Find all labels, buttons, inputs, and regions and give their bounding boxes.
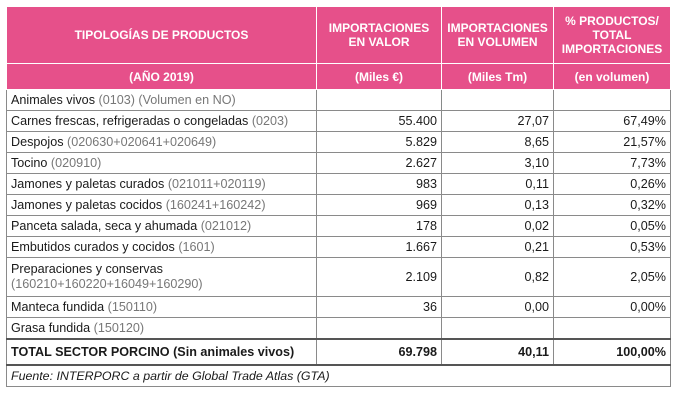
percent-cell [553,317,671,340]
source-note: Fuente: INTERPORC a partir de Global Tra… [6,364,671,387]
percent-cell: 0,53% [553,236,671,258]
imports-table: TIPOLOGÍAS DE PRODUCTOS IMPORTACIONES EN… [6,6,671,387]
volume-cell: 3,10 [441,152,554,174]
value-cell: 983 [316,173,442,195]
product-code: (1601) [178,239,215,254]
product-name: Manteca fundida [11,299,105,314]
value-cell: 2.627 [316,152,442,174]
product-cell: Carnes frescas, refrigeradas o congelada… [6,110,317,132]
volume-cell: 0,11 [441,173,554,195]
value-cell [316,317,442,340]
header-row: TIPOLOGÍAS DE PRODUCTOS IMPORTACIONES EN… [6,6,671,64]
volume-cell: 0,82 [441,257,554,297]
percent-cell: 7,73% [553,152,671,174]
table-row: Jamones y paletas curados (021011+020119… [6,173,671,195]
volume-cell: 27,07 [441,110,554,132]
value-cell: 36 [316,296,442,318]
percent-cell: 21,57% [553,131,671,153]
total-percent-cell: 100,00% [553,338,671,366]
total-volume-cell: 40,11 [441,338,554,366]
product-code: (020630+020641+020649) [67,134,217,149]
imports-table-container: TIPOLOGÍAS DE PRODUCTOS IMPORTACIONES EN… [6,6,671,387]
value-cell: 55.400 [316,110,442,132]
product-cell: Jamones y paletas curados (021011+020119… [6,173,317,195]
source-row: Fuente: INTERPORC a partir de Global Tra… [6,364,671,387]
volume-cell: 0,21 [441,236,554,258]
product-cell: Panceta salada, seca y ahumada (021012) [6,215,317,237]
table-row: Animales vivos (0103) (Volumen en NO) [6,89,671,111]
subheader-value-unit: (Miles €) [316,63,442,90]
table-row: Embutidos curados y cocidos (1601) 1.667… [6,236,671,258]
header-products: TIPOLOGÍAS DE PRODUCTOS [6,6,317,64]
product-cell: Embutidos curados y cocidos (1601) [6,236,317,258]
percent-cell: 0,32% [553,194,671,216]
table-row: Carnes frescas, refrigeradas o congelada… [6,110,671,132]
percent-cell: 0,26% [553,173,671,195]
product-code: (160210+160220+16049+160290) [11,277,203,291]
table-row: Panceta salada, seca y ahumada (021012) … [6,215,671,237]
product-code: (150110) [107,299,158,314]
product-code: (021012) [200,218,252,233]
value-cell: 5.829 [316,131,442,153]
header-import-volume: IMPORTACIONES EN VOLUMEN [441,6,554,64]
volume-cell: 0,00 [441,296,554,318]
product-cell: Animales vivos (0103) (Volumen en NO) [6,89,317,111]
product-code: (0103) (Volumen en NO) [98,92,236,107]
subheader-volume-unit: (Miles Tm) [441,63,554,90]
value-cell: 969 [316,194,442,216]
product-code: (160241+160242) [165,197,266,212]
total-row: TOTAL SECTOR PORCINO (Sin animales vivos… [6,338,671,366]
table-row: Jamones y paletas cocidos (160241+160242… [6,194,671,216]
total-label: TOTAL SECTOR PORCINO (Sin animales vivos… [6,338,317,366]
product-code: (021011+020119) [167,176,266,191]
table-row: Grasa fundida (150120) [6,317,671,340]
product-name: Despojos [11,134,64,149]
subheader-row: (AÑO 2019) (Miles €) (Miles Tm) (en volu… [6,63,671,90]
volume-cell [441,89,554,111]
value-cell [316,89,442,111]
subheader-year: (AÑO 2019) [6,63,317,90]
product-code: (020910) [50,155,102,170]
volume-cell: 8,65 [441,131,554,153]
table-row: Manteca fundida (150110) 36 0,00 0,00% [6,296,671,318]
product-name: Tocino [11,155,48,170]
header-percent-total: % PRODUCTOS/ TOTAL IMPORTACIONES [553,6,671,64]
subheader-percent-unit: (en volumen) [553,63,671,90]
percent-cell: 67,49% [553,110,671,132]
percent-cell: 2,05% [553,257,671,297]
product-name: Jamones y paletas cocidos [11,197,163,212]
product-name: Grasa fundida [11,320,91,335]
value-cell: 2.109 [316,257,442,297]
total-value-cell: 69.798 [316,338,442,366]
product-cell: Grasa fundida (150120) [6,317,317,340]
header-import-value: IMPORTACIONES EN VALOR [316,6,442,64]
percent-cell: 0,00% [553,296,671,318]
table-row: Tocino (020910) 2.627 3,10 7,73% [6,152,671,174]
product-cell: Preparaciones y conservas (160210+160220+… [6,257,317,297]
table-row: Preparaciones y conservas (160210+160220+… [6,257,671,297]
value-cell: 1.667 [316,236,442,258]
value-cell: 178 [316,215,442,237]
product-name: Embutidos curados y cocidos [11,239,175,254]
product-cell: Despojos (020630+020641+020649) [6,131,317,153]
product-name: Jamones y paletas curados [11,176,165,191]
volume-cell: 0,02 [441,215,554,237]
volume-cell [441,317,554,340]
product-name: Carnes frescas, refrigeradas o congelada… [11,113,249,128]
product-name: Animales vivos [11,92,95,107]
product-cell: Jamones y paletas cocidos (160241+160242… [6,194,317,216]
product-name: Panceta salada, seca y ahumada [11,218,198,233]
product-cell: Manteca fundida (150110) [6,296,317,318]
table-row: Despojos (020630+020641+020649) 5.829 8,… [6,131,671,153]
percent-cell [553,89,671,111]
product-code: (0203) [251,113,289,128]
percent-cell: 0,05% [553,215,671,237]
product-code: (150120) [93,320,145,335]
product-cell: Tocino (020910) [6,152,317,174]
volume-cell: 0,13 [441,194,554,216]
product-name: Preparaciones y conservas [11,262,163,276]
